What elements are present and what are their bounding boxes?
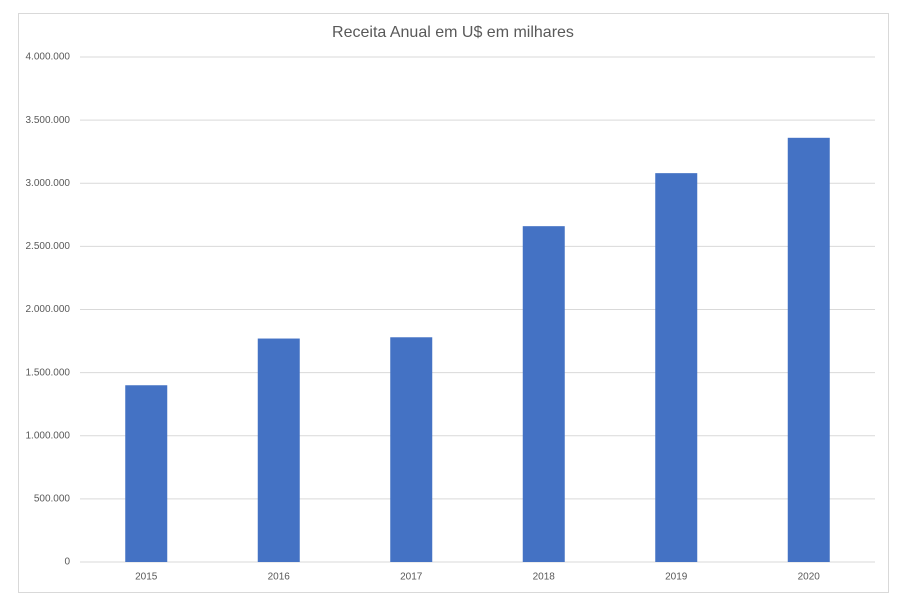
y-tick-label: 3.500.000	[26, 115, 71, 126]
y-tick-label: 1.000.000	[26, 430, 71, 441]
y-tick-label: 3.000.000	[26, 178, 71, 189]
chart-title: Receita Anual em U$ em milhares	[332, 24, 574, 41]
x-tick-label: 2019	[665, 572, 688, 583]
x-tick-label: 2017	[400, 572, 423, 583]
y-tick-label: 1.500.000	[26, 367, 71, 378]
bar	[390, 337, 433, 562]
bar	[125, 385, 168, 562]
bar	[655, 173, 698, 562]
y-tick-label: 0	[64, 557, 70, 568]
y-tick-label: 2.000.000	[26, 304, 71, 315]
x-tick-label: 2020	[798, 572, 821, 583]
x-tick-label: 2015	[135, 572, 158, 583]
y-tick-label: 500.000	[34, 494, 71, 505]
x-tick-label: 2018	[533, 572, 556, 583]
bar	[787, 137, 830, 563]
y-tick-label: 4.000.000	[26, 52, 71, 63]
y-tick-label: 2.500.000	[26, 241, 71, 252]
x-tick-label: 2016	[268, 572, 291, 583]
bar	[522, 226, 565, 563]
bar	[257, 338, 300, 562]
